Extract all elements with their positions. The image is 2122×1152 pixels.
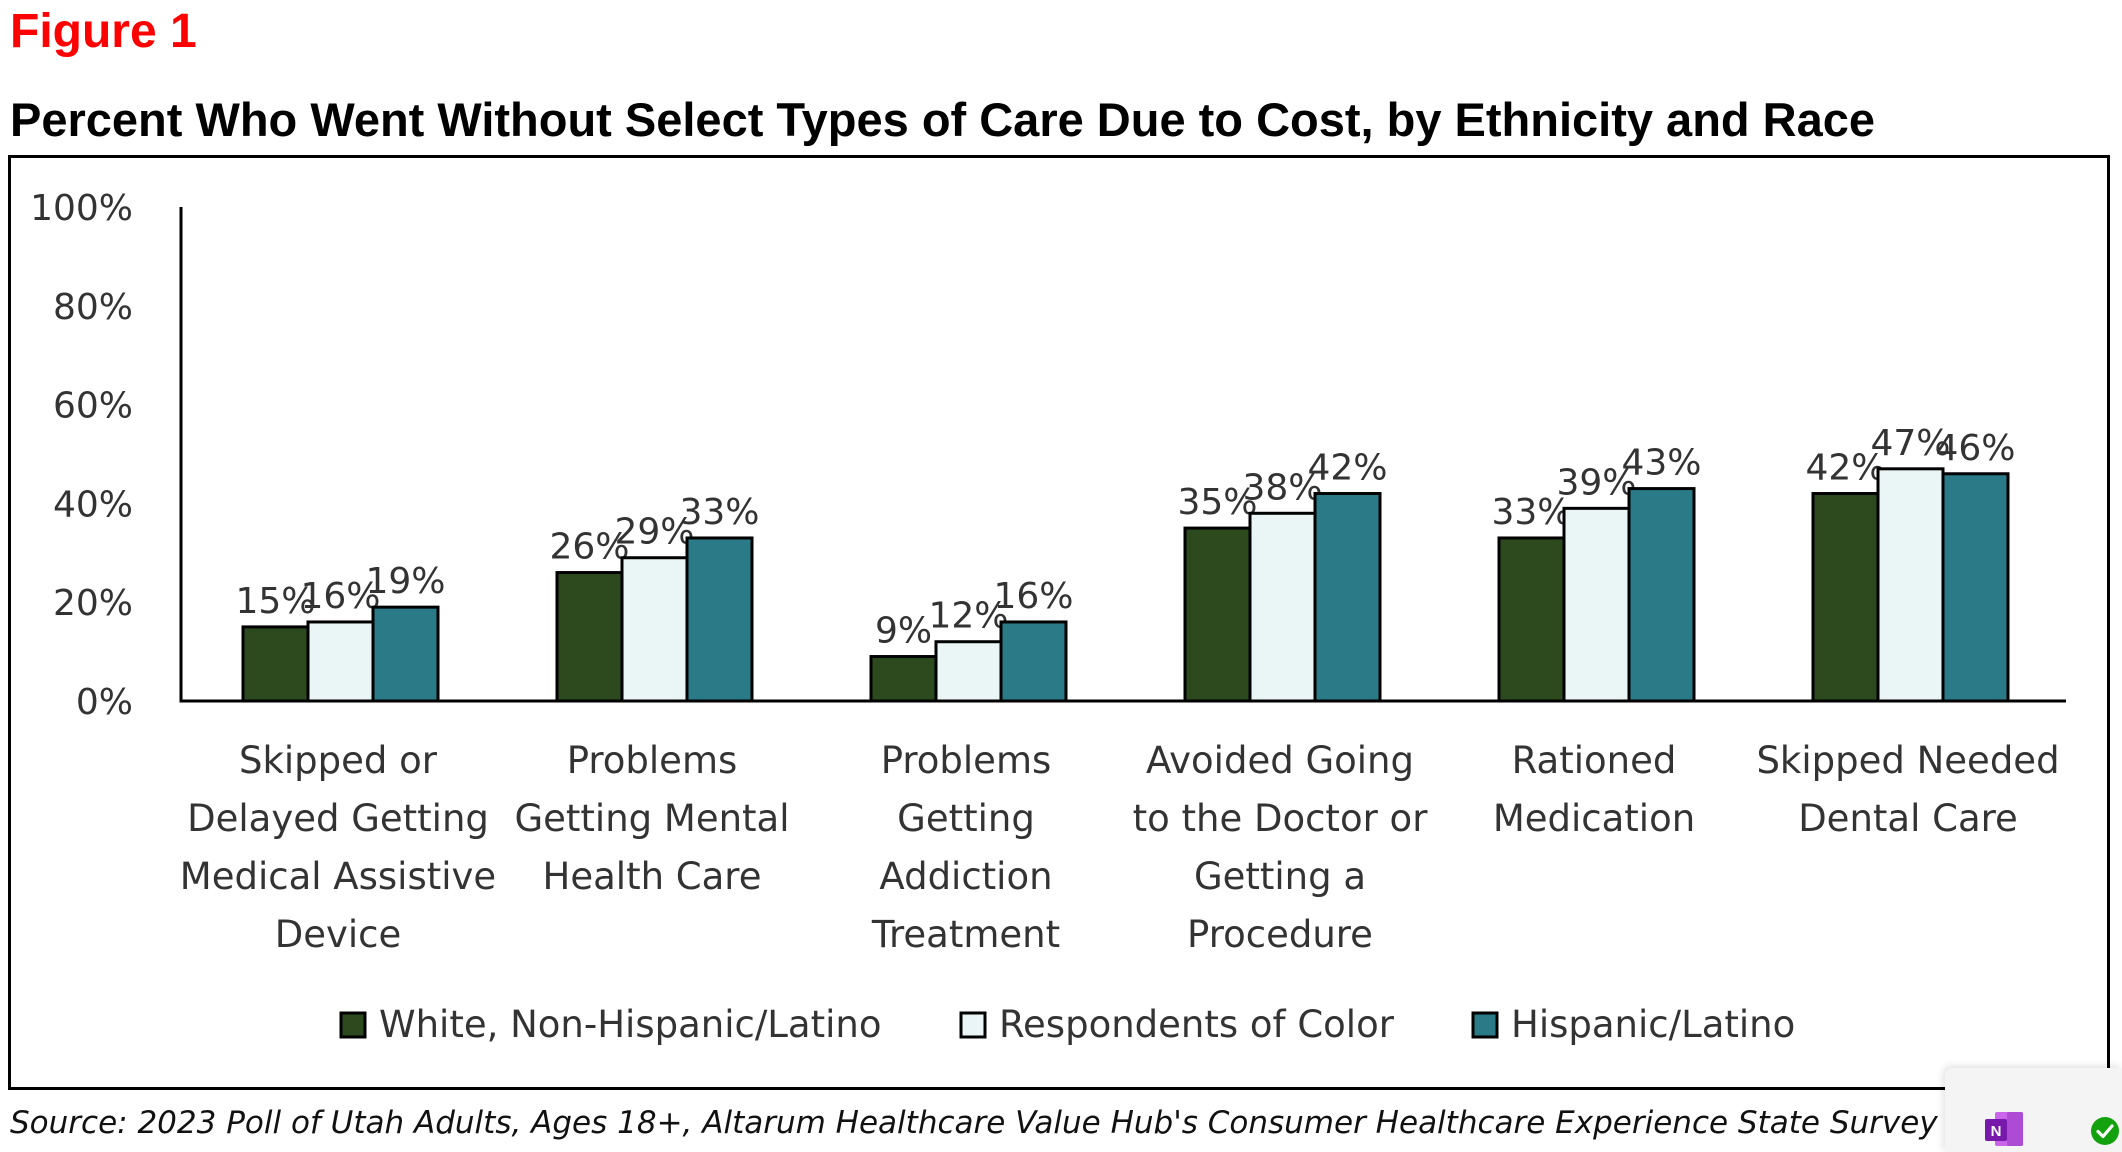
x-tick-label: Dental Care xyxy=(1798,797,2018,840)
x-tick-label: Treatment xyxy=(871,913,1060,956)
x-tick-label: Medication xyxy=(1493,797,1695,840)
x-tick-label: Problems xyxy=(881,739,1052,782)
source-note: Source: 2023 Poll of Utah Adults, Ages 1… xyxy=(10,1105,1938,1141)
chart-title: Percent Who Went Without Select Types of… xyxy=(10,93,1876,146)
check-circle-icon xyxy=(2091,1117,2119,1145)
data-label: 15% xyxy=(235,581,315,622)
legend-swatch xyxy=(1471,1011,1499,1039)
legend-label: White, Non-Hispanic/Latino xyxy=(379,1003,881,1046)
legend-swatch xyxy=(339,1011,367,1039)
x-tick-label: Rationed xyxy=(1512,739,1677,782)
chart-frame: 0% 20% 40% 60% 80% 100% 15% 16% 19% Skipped or Del… xyxy=(8,155,2110,1090)
bar-chart: 0%20%40%60%80%100%15%16%19%Skipped orDel… xyxy=(30,188,2066,1046)
onenote-letter: N xyxy=(1991,1123,2002,1140)
x-tick-label: Addiction xyxy=(879,855,1052,898)
data-label: 38% xyxy=(1242,467,1322,508)
onenote-icon[interactable]: N xyxy=(1985,1112,2023,1146)
bar xyxy=(555,571,624,703)
x-tick-label: Delayed Getting xyxy=(187,797,489,840)
x-tick-label: Getting xyxy=(897,797,1035,840)
data-label: 19% xyxy=(365,561,445,602)
data-label: 33% xyxy=(679,492,759,533)
x-tick-label: Health Care xyxy=(543,855,762,898)
data-label: 26% xyxy=(549,527,629,568)
bar xyxy=(1562,506,1631,703)
bar xyxy=(685,536,754,703)
data-label: 47% xyxy=(1870,423,1950,464)
bar xyxy=(1876,467,1945,703)
legend-label: Respondents of Color xyxy=(999,1003,1395,1046)
figure-label: Figure 1 xyxy=(10,5,197,58)
bar xyxy=(869,655,938,703)
bar xyxy=(1811,492,1880,703)
bar xyxy=(1497,536,1566,703)
legend-label: Hispanic/Latino xyxy=(1511,1003,1795,1046)
data-label: 46% xyxy=(1935,428,2015,469)
data-label: 16% xyxy=(993,576,1073,617)
bar xyxy=(371,605,440,703)
bar xyxy=(934,640,1003,703)
data-label: 42% xyxy=(1805,448,1885,489)
x-tick-label: to the Doctor or xyxy=(1133,797,1429,840)
y-tick-label: 100% xyxy=(30,188,133,229)
x-tick-label: Medical Assistive xyxy=(180,855,496,898)
data-label: 16% xyxy=(300,576,380,617)
data-label: 42% xyxy=(1307,448,1387,489)
bar xyxy=(1248,511,1317,703)
data-label: 43% xyxy=(1621,443,1701,484)
x-tick-label: Skipped Needed xyxy=(1756,739,2059,782)
x-tick-label: Device xyxy=(275,913,402,956)
x-tick-label: Avoided Going xyxy=(1146,739,1414,782)
x-tick-label: Skipped or xyxy=(239,739,438,782)
bar xyxy=(620,556,689,703)
legend-swatch xyxy=(959,1011,987,1039)
bar xyxy=(999,620,1068,703)
x-tick-label: Getting Mental xyxy=(514,797,789,840)
bar xyxy=(1941,472,2010,703)
y-tick-label: 40% xyxy=(53,484,133,525)
y-tick-label: 20% xyxy=(53,583,133,624)
y-tick-label: 80% xyxy=(53,287,133,328)
bar xyxy=(1183,526,1252,703)
y-tick-label: 60% xyxy=(53,386,133,427)
data-label: 9% xyxy=(875,611,932,652)
bar xyxy=(241,625,310,703)
notification-tray[interactable]: N xyxy=(1945,1068,2122,1152)
data-label: 12% xyxy=(928,596,1008,637)
bar xyxy=(1627,487,1696,703)
x-tick-label: Getting a xyxy=(1194,855,1366,898)
x-tick-label: Procedure xyxy=(1187,913,1373,956)
data-label: 39% xyxy=(1556,462,1636,503)
bar xyxy=(306,620,375,703)
data-label: 33% xyxy=(1491,492,1571,533)
x-tick-label: Problems xyxy=(567,739,738,782)
data-label: 29% xyxy=(614,512,694,553)
bar xyxy=(1313,492,1382,703)
data-label: 35% xyxy=(1177,482,1257,523)
y-tick-label: 0% xyxy=(76,682,133,723)
